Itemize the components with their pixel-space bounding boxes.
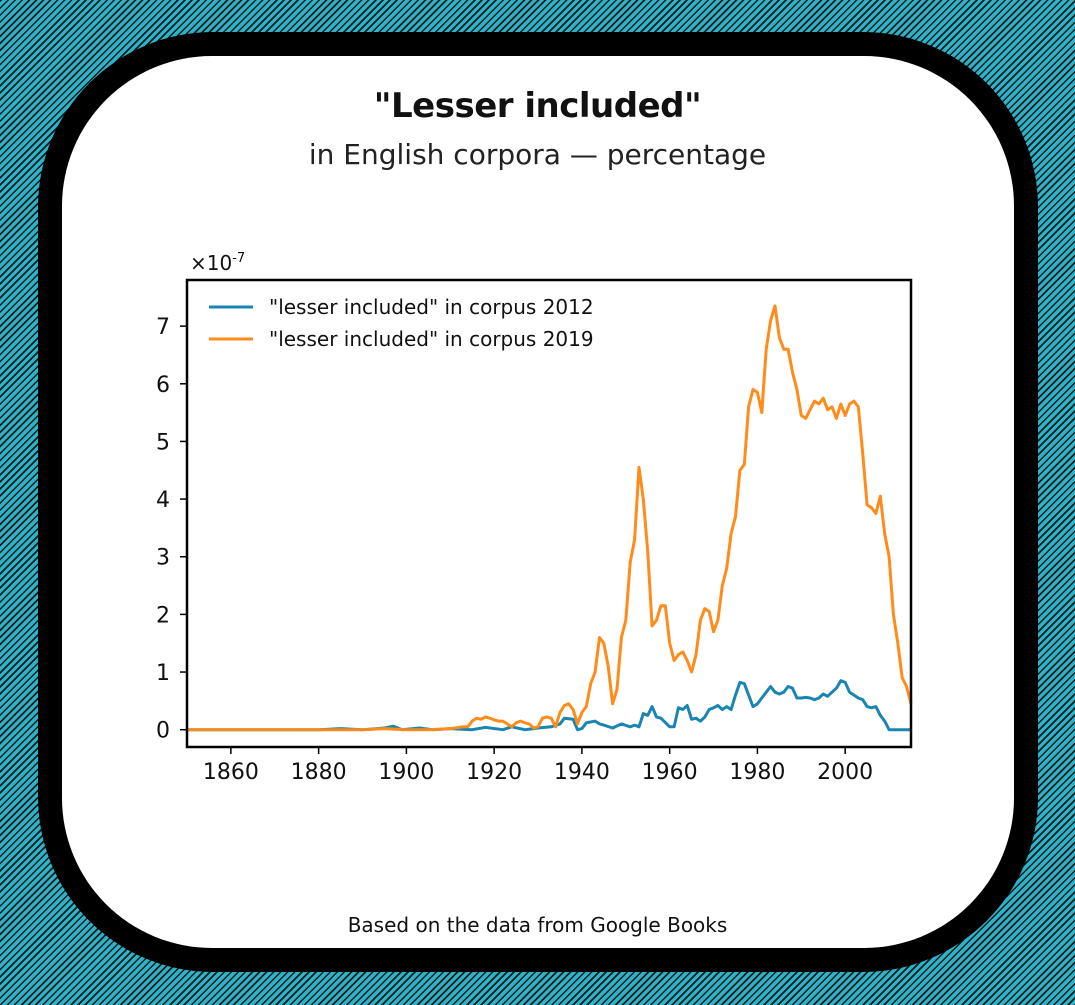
chart-subtitle: in English corpora — percentage — [308, 138, 767, 171]
chart-title: "Lesser included" — [373, 86, 702, 126]
x-tick-label: 1900 — [378, 760, 434, 785]
card — [62, 56, 1014, 948]
x-tick-label: 1940 — [554, 760, 610, 785]
x-tick-label: 2000 — [817, 760, 873, 785]
y-tick-label: 3 — [156, 546, 170, 571]
y-tick-label: 5 — [156, 430, 170, 455]
x-tick-label: 1920 — [466, 760, 522, 785]
x-tick-label: 1980 — [729, 760, 785, 785]
series-line-2 — [187, 304, 913, 732]
x-tick-label: 1960 — [642, 760, 698, 785]
y-tick-label: 7 — [156, 315, 170, 340]
x-tick-label: 1860 — [203, 760, 259, 785]
legend-label-2: "lesser included" in corpus 2019 — [269, 327, 594, 351]
y-tick-label: 6 — [156, 373, 170, 398]
plot-frame — [185, 278, 913, 749]
y-tick-label: 1 — [156, 661, 170, 686]
series-line-1 — [187, 679, 911, 732]
y-tick-label: 4 — [156, 488, 170, 513]
source-note: Based on the data from Google Books — [347, 913, 728, 937]
y-tick-label: 2 — [156, 603, 170, 628]
x-tick-label: 1880 — [291, 760, 347, 785]
y-tick-label: 0 — [156, 719, 170, 744]
y-multiplier-label: ×10-7 — [190, 251, 245, 275]
legend-label-1: "lesser included" in corpus 2012 — [269, 295, 594, 319]
